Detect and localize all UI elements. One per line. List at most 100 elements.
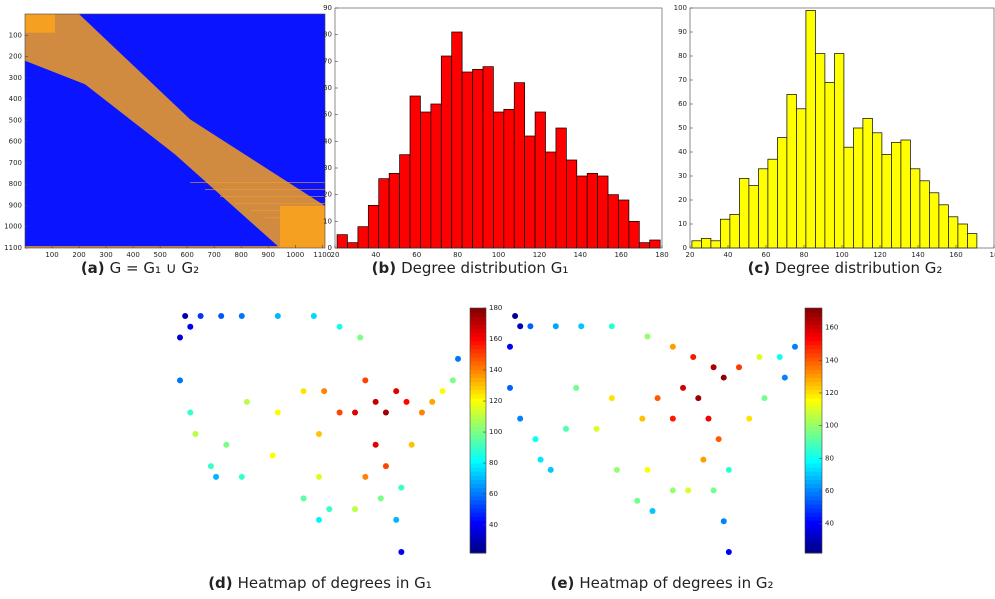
bar <box>919 180 930 249</box>
colorbar-tick-label: 40 <box>825 520 834 528</box>
point <box>644 466 651 473</box>
point <box>527 323 534 330</box>
y-tick-label: 20 <box>678 196 687 204</box>
caption: (b) Degree distribution G₁ <box>372 259 569 277</box>
colorbar-segment <box>805 463 822 468</box>
point <box>725 466 732 473</box>
caption: (d) Heatmap of degrees in G₁ <box>208 574 432 592</box>
colorbar-segment <box>805 475 822 480</box>
bar <box>853 127 864 249</box>
colorbar-segment <box>805 328 822 333</box>
caption-text: Degree distribution G₁ <box>401 259 568 277</box>
bar <box>597 175 609 249</box>
colorbar-segment <box>805 377 822 382</box>
colorbar-tick-label: 160 <box>489 335 502 343</box>
colorbar-segment <box>805 459 822 464</box>
colorbar-segment <box>470 418 486 423</box>
bar <box>534 111 546 249</box>
point <box>213 473 220 480</box>
point <box>300 388 307 395</box>
bar <box>805 10 816 249</box>
bar <box>948 216 959 249</box>
point <box>695 395 702 402</box>
y-tick-label: 600 <box>9 138 22 146</box>
colorbar-segment <box>805 442 822 448</box>
y-tick-label: 20 <box>323 191 332 199</box>
colorbar-segment <box>805 308 822 313</box>
point <box>690 354 697 361</box>
point <box>362 377 369 384</box>
colorbar-segment <box>805 516 822 521</box>
colorbar-segment <box>805 316 822 321</box>
point <box>517 415 524 422</box>
colorbar-segment <box>805 467 822 472</box>
x-tick-label: 500 <box>153 251 166 259</box>
y-tick-label: 1100 <box>4 244 22 252</box>
colorbar-segment <box>805 520 822 525</box>
colorbar-segment <box>470 487 486 493</box>
y-tick-label: 200 <box>9 53 22 61</box>
point <box>403 398 410 405</box>
x-tick-label: 80 <box>453 251 462 259</box>
colorbar-segment <box>805 483 822 489</box>
x-tick-label: 120 <box>873 251 886 259</box>
y-tick-label: 30 <box>678 172 687 180</box>
bar <box>824 82 835 249</box>
colorbar-segment <box>805 361 822 366</box>
caption-text: G = G₁ ∪ G₂ <box>110 259 200 277</box>
colorbar-segment <box>470 442 486 448</box>
point <box>700 456 707 463</box>
colorbar-segment <box>805 385 822 391</box>
point <box>243 398 250 405</box>
colorbar-segment <box>805 312 822 317</box>
colorbar-segment <box>470 336 486 342</box>
point <box>455 355 461 362</box>
colorbar-segment <box>805 446 822 452</box>
bar <box>440 55 453 249</box>
bar <box>701 238 712 249</box>
colorbar-segment <box>805 357 822 362</box>
matrix-block <box>280 205 325 248</box>
point <box>720 374 727 381</box>
bar <box>638 242 651 249</box>
point <box>593 425 600 432</box>
x-tick-label: 100 <box>492 251 505 259</box>
bar <box>524 135 536 249</box>
point <box>680 384 687 391</box>
bar <box>420 111 432 249</box>
colorbar-segment <box>805 540 822 546</box>
point <box>372 398 379 405</box>
colorbar-segment <box>470 328 486 333</box>
y-tick-label: 80 <box>678 52 687 60</box>
point <box>669 415 676 422</box>
x-tick-label: 140 <box>911 251 924 259</box>
point <box>197 313 204 319</box>
bar <box>430 103 442 249</box>
point <box>218 313 225 319</box>
colorbar-segment <box>805 373 822 378</box>
point <box>336 409 343 416</box>
point <box>613 466 620 473</box>
colorbar-segment <box>470 446 486 452</box>
bar <box>388 172 400 249</box>
colorbar-segment <box>470 459 486 464</box>
x-tick-label: 1000 <box>286 251 304 259</box>
colorbar-segment <box>470 495 486 501</box>
point <box>756 354 763 361</box>
point <box>187 323 194 330</box>
colorbar-segment <box>470 410 486 415</box>
point <box>238 313 245 319</box>
colorbar-segment <box>805 479 822 485</box>
point <box>715 436 722 443</box>
bar <box>777 137 788 249</box>
colorbar-tick-label: 160 <box>825 324 838 332</box>
point <box>352 506 359 513</box>
bar <box>881 154 892 249</box>
bar <box>618 199 630 249</box>
point <box>649 507 656 514</box>
bar <box>367 204 380 249</box>
bar <box>938 204 949 249</box>
colorbar-segment <box>805 532 822 538</box>
y-tick-label: 90 <box>323 4 332 12</box>
bar <box>843 146 854 249</box>
